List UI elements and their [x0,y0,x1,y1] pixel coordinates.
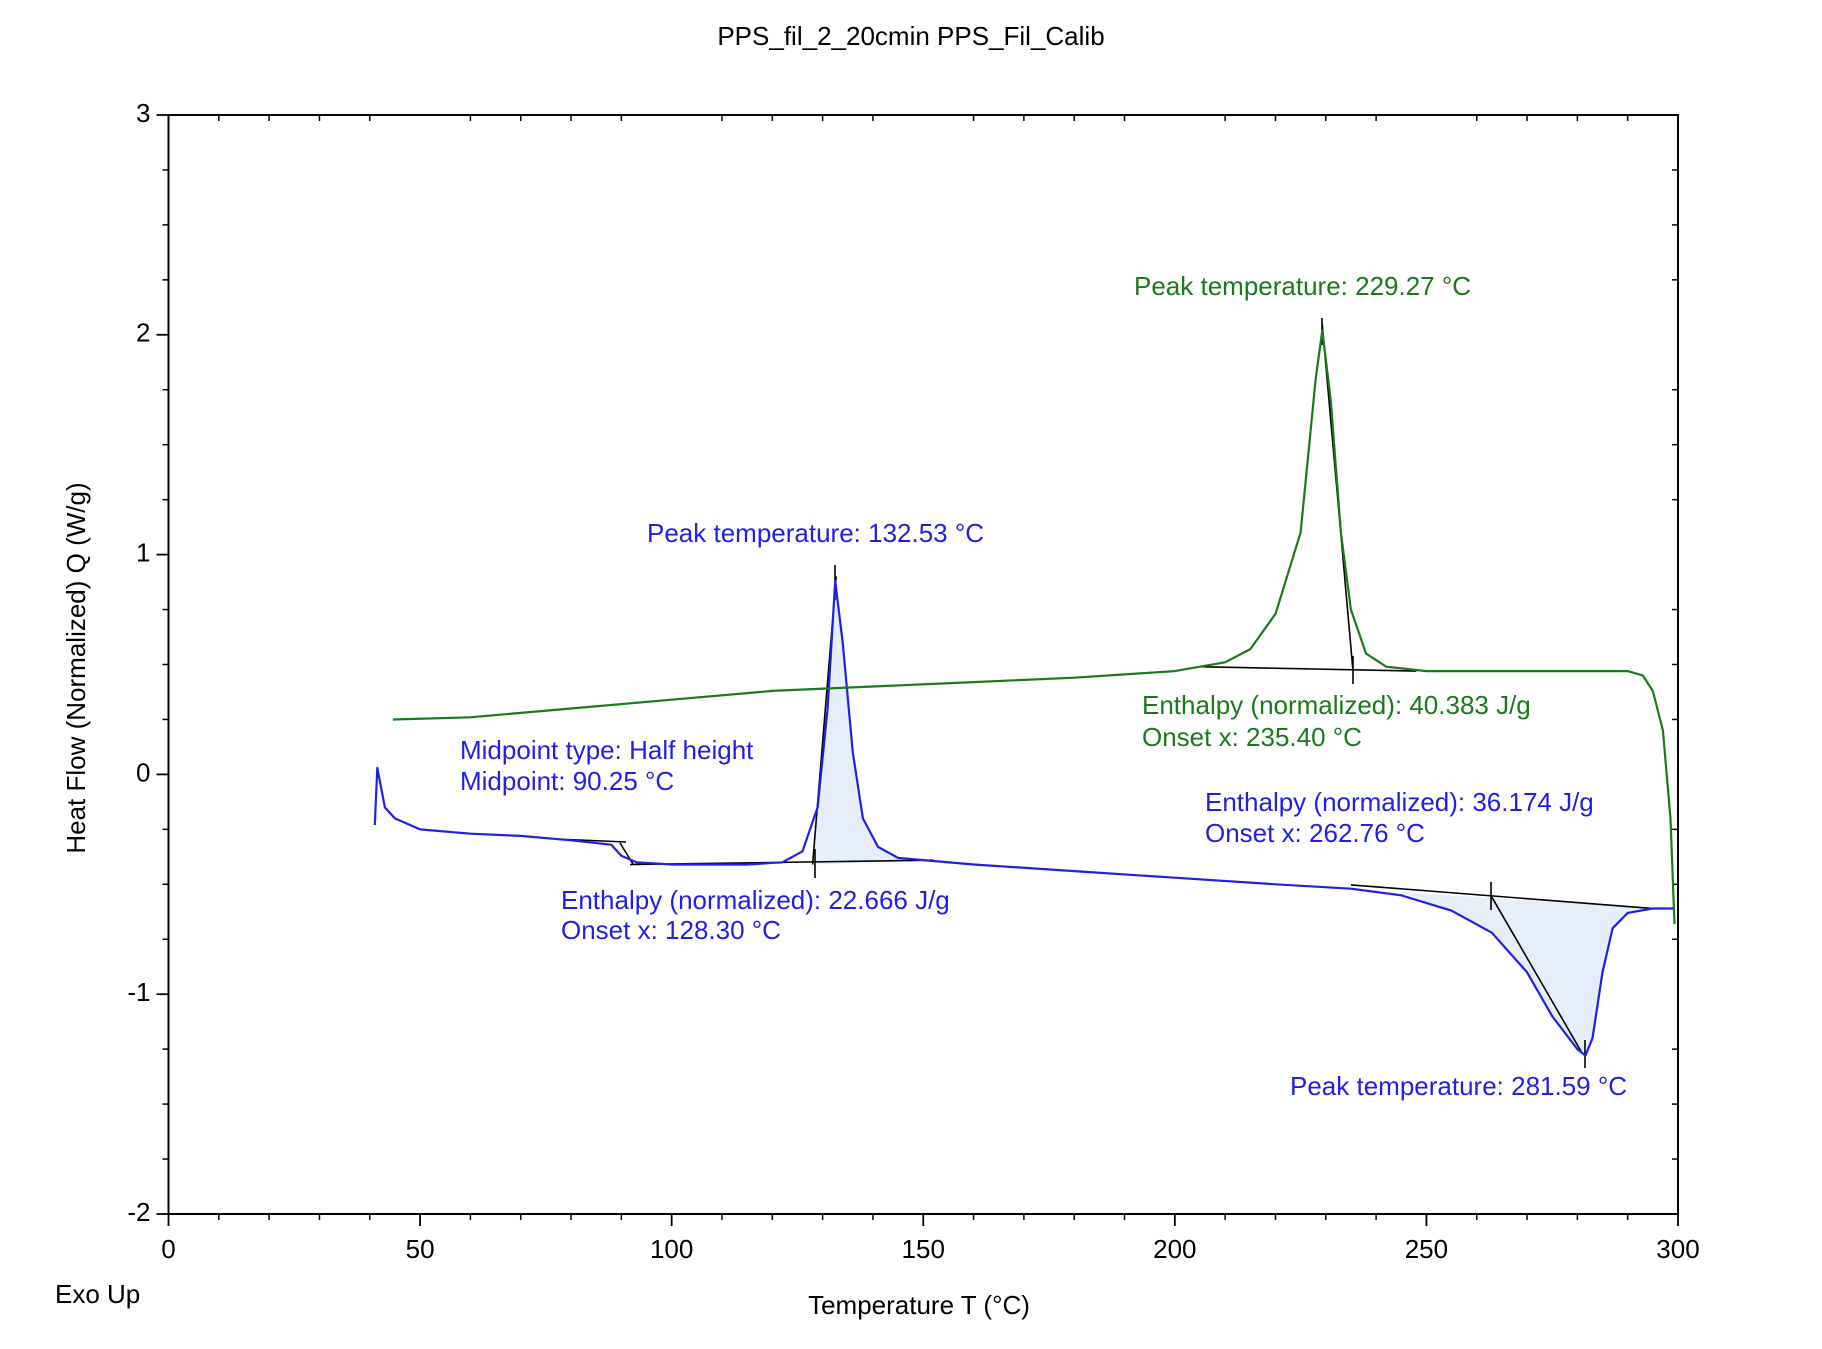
annotation: Midpoint type: Half height [460,735,754,765]
y-axis-label: Heat Flow (Normalized) Q (W/g) [61,482,91,853]
y-tick-label: 3 [136,98,150,128]
annotation: Peak temperature: 281.59 °C [1290,1071,1627,1101]
data-line [392,329,1676,924]
x-tick-label: 100 [650,1234,693,1264]
annotation: Onset x: 235.40 °C [1142,722,1362,752]
x-axis-label: Temperature T (°C) [808,1290,1030,1320]
x-tick-label: 200 [1153,1234,1196,1264]
y-tick-label: 0 [136,757,150,787]
x-tick-label: 50 [406,1234,435,1264]
x-tick-label: 150 [902,1234,945,1264]
y-tick-label: 1 [136,537,150,567]
y-tick-label: 2 [136,318,150,348]
baseline [1199,665,1417,672]
data-line [373,579,1673,1057]
x-tick-label: 300 [1656,1234,1699,1264]
exo-note: Exo Up [55,1279,140,1309]
annotation: Enthalpy (normalized): 36.174 J/g [1205,787,1594,817]
annotation: Peak temperature: 132.53 °C [647,518,984,548]
baseline [1350,884,1653,910]
annotation: Peak temperature: 229.27 °C [1134,271,1471,301]
chart-title: PPS_fil_2_20cmin PPS_Fil_Calib [717,21,1104,51]
annotation: Onset x: 262.76 °C [1205,818,1425,848]
x-tick-label: 250 [1405,1234,1448,1264]
annotation: Enthalpy (normalized): 40.383 J/g [1142,690,1531,720]
tangent [1490,894,1584,1055]
x-tick-label: 0 [161,1234,175,1264]
annotation: Enthalpy (normalized): 22.666 J/g [561,885,950,915]
y-tick-label: -1 [127,977,150,1007]
annotation: Onset x: 128.30 °C [561,915,781,945]
y-tick-label: -2 [127,1197,150,1227]
peak-area [812,581,934,865]
dip-area [1401,892,1653,1056]
annotation: Midpoint: 90.25 °C [460,766,674,796]
